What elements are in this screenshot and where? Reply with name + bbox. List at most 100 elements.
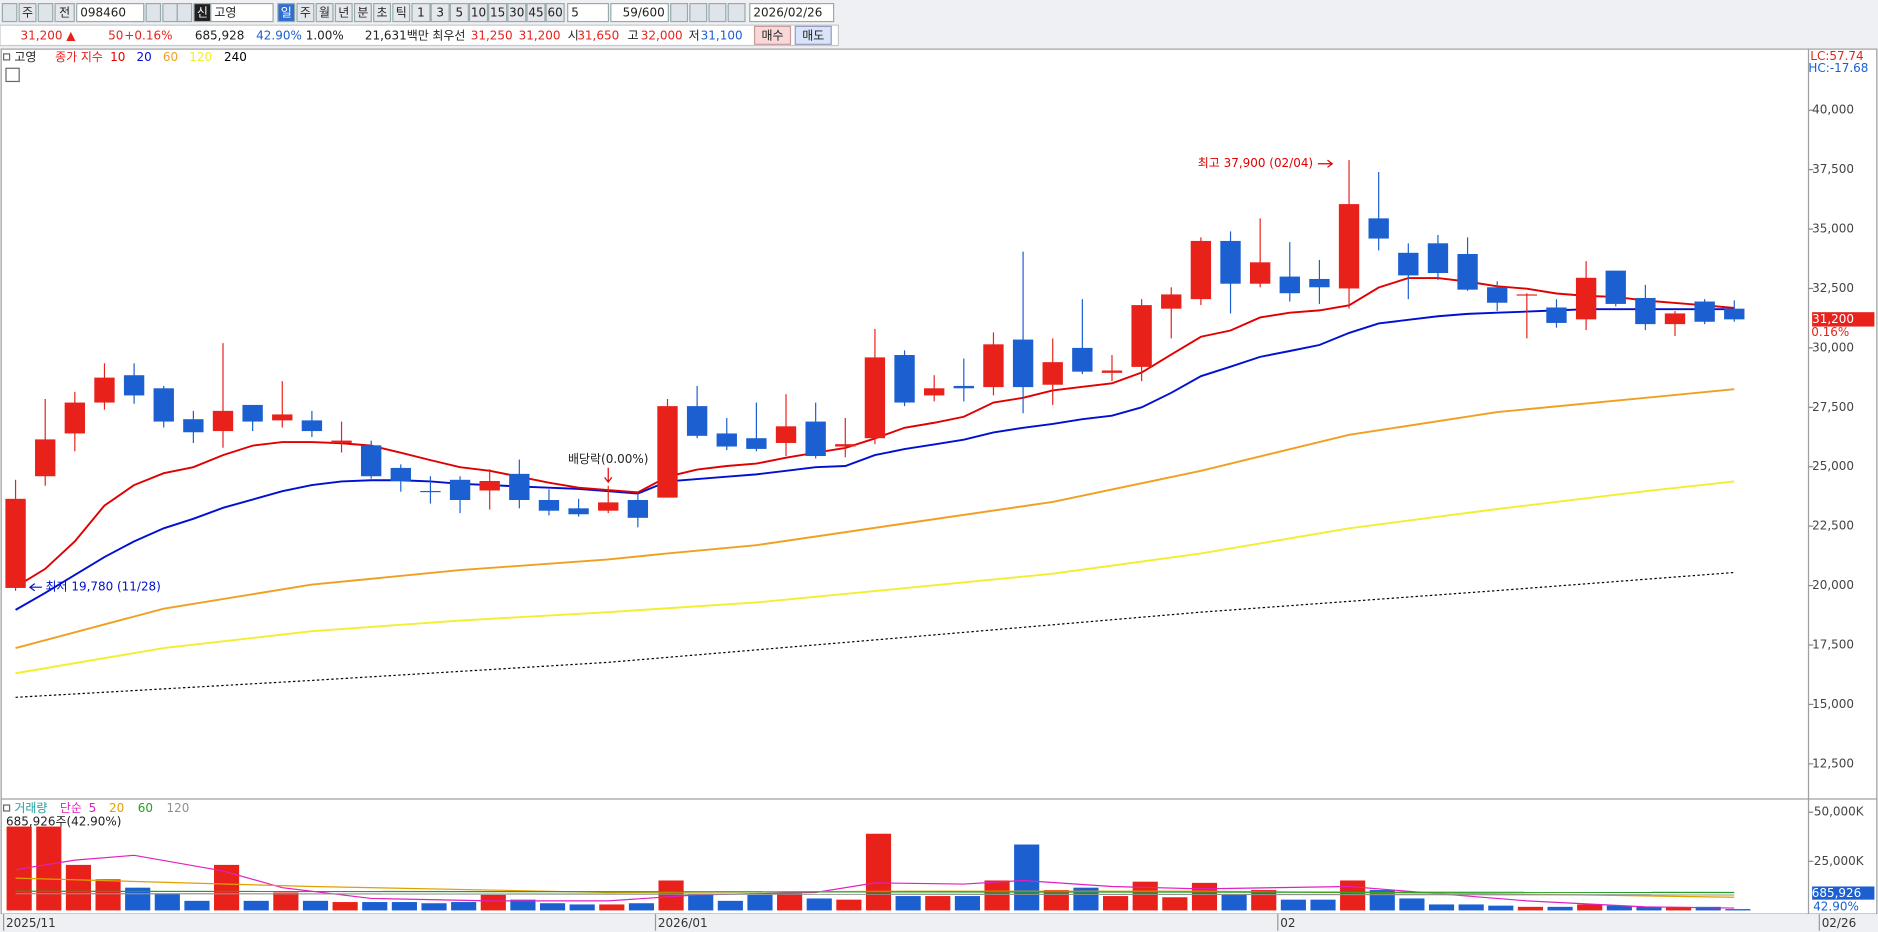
chart-title: 고영 xyxy=(14,50,36,64)
volume-ma-label: 단순 xyxy=(60,801,82,815)
volume-bar xyxy=(1636,906,1662,911)
candle-body xyxy=(1605,270,1626,304)
volume-summary: 685,926주(42.90%) xyxy=(6,814,121,828)
quote-text: 저 xyxy=(689,28,700,42)
toolbar-icon[interactable] xyxy=(1,2,18,23)
volume-bar xyxy=(1488,905,1514,911)
quote-text: 31,200 ▲ xyxy=(21,28,77,42)
toolbar-button[interactable] xyxy=(749,2,835,23)
toolbar-button[interactable] xyxy=(449,2,469,23)
toolbar-button[interactable] xyxy=(315,2,334,23)
toolbar-button[interactable] xyxy=(411,2,431,23)
x-tick-label: 02/26 xyxy=(1822,916,1856,930)
toolbar-icon[interactable] xyxy=(708,2,727,23)
volume-bar xyxy=(95,879,121,911)
toolbar-button[interactable] xyxy=(507,2,527,23)
volume-title: 거래량 xyxy=(14,801,47,815)
toolbar-text: 고영 xyxy=(214,6,236,20)
candle-body xyxy=(1279,276,1300,294)
toolbar-text: 틱 xyxy=(396,6,407,20)
ma-line xyxy=(15,571,1735,698)
toolbar-text: 년 xyxy=(338,6,349,20)
legend-entry: 20 xyxy=(137,50,152,64)
toolbar-button[interactable] xyxy=(567,2,610,23)
toolbar-icon[interactable] xyxy=(689,2,708,23)
candle-body xyxy=(1249,262,1271,284)
toolbar-text: 월 xyxy=(319,6,330,20)
icon xyxy=(5,67,20,83)
ma-line xyxy=(15,388,1735,650)
candle-body xyxy=(390,467,411,481)
quote-text: 21,631백만 xyxy=(365,28,429,42)
toolbar-button[interactable] xyxy=(610,2,669,23)
toolbar-button[interactable] xyxy=(545,2,565,23)
toolbar-button[interactable] xyxy=(277,2,296,23)
toolbar-button[interactable] xyxy=(296,2,315,23)
candle-body xyxy=(1190,240,1212,300)
toolbar-button[interactable] xyxy=(18,2,37,23)
lc-label: LC:57.74 xyxy=(1810,49,1863,63)
toolbar-button[interactable] xyxy=(54,2,75,23)
toolbar-button[interactable] xyxy=(392,2,411,23)
x-tick-label: 02 xyxy=(1280,916,1295,930)
toolbar-icon[interactable] xyxy=(176,2,193,23)
toolbar-button[interactable] xyxy=(353,2,372,23)
y-tick-label: 50,000K xyxy=(1814,805,1865,819)
toolbar-icon[interactable] xyxy=(37,2,54,23)
volume-bar xyxy=(1191,882,1218,911)
volume-bar xyxy=(1428,904,1455,911)
toolbar-icon[interactable] xyxy=(727,2,746,23)
toolbar-button[interactable] xyxy=(76,2,145,23)
candle-body xyxy=(1457,254,1478,290)
buy-button[interactable] xyxy=(753,25,792,45)
candle-body xyxy=(627,500,649,518)
volume-bar xyxy=(154,893,180,911)
last-volume: 685,926 xyxy=(1812,886,1861,900)
legend-entry: 60 xyxy=(163,50,178,64)
legend-entry: 120 xyxy=(166,801,189,815)
quote-text: 매수 xyxy=(762,28,784,42)
legend-entry: 60 xyxy=(138,801,153,815)
legend-entry: 20 xyxy=(109,801,124,815)
candle-body xyxy=(924,388,945,396)
quote-text: 최우선 xyxy=(432,28,465,42)
candle-body xyxy=(1546,307,1567,323)
toolbar-button[interactable] xyxy=(468,2,489,23)
candle-body xyxy=(864,357,886,439)
volume-bar xyxy=(865,833,892,911)
toolbar-button[interactable] xyxy=(526,2,546,23)
volume-bar xyxy=(777,893,803,911)
last-price-box xyxy=(1812,312,1875,327)
candle-body xyxy=(1635,297,1656,325)
toolbar-button[interactable] xyxy=(488,2,508,23)
candle-body xyxy=(1694,301,1715,322)
quote-text: +0.16% xyxy=(124,28,172,42)
volume-bar xyxy=(1162,897,1188,911)
volume-ma-line xyxy=(15,877,1735,898)
volume-bar xyxy=(1103,896,1129,911)
volume-bar xyxy=(1458,904,1484,911)
x-tick-label: 2026/01 xyxy=(658,916,708,930)
y-tick-label: 20,000 xyxy=(1812,578,1854,592)
annotation: 최고 37,900 (02/04) xyxy=(1198,156,1313,170)
candle-body xyxy=(953,385,975,389)
annotation-arrow xyxy=(1317,159,1334,168)
candle-body xyxy=(657,406,678,498)
toolbar-icon[interactable] xyxy=(670,2,689,23)
quote-text: 31,200 xyxy=(519,28,561,42)
quote-text: 31,100 xyxy=(701,28,743,42)
toolbar-button[interactable] xyxy=(210,2,274,23)
toolbar-icon[interactable] xyxy=(162,2,178,23)
last-volume-ratio: 42.90% xyxy=(1813,899,1859,913)
toolbar-button[interactable] xyxy=(373,2,392,23)
sell-button[interactable] xyxy=(794,25,832,45)
toolbar-button[interactable] xyxy=(430,2,450,23)
y-tick-label: 22,500 xyxy=(1812,519,1854,533)
toolbar-text: 59/600 xyxy=(623,6,665,20)
toolbar-icon[interactable] xyxy=(145,2,162,23)
candle-body xyxy=(1516,294,1538,296)
icon xyxy=(2,804,11,812)
volume-bar xyxy=(510,899,536,911)
candle-body xyxy=(1220,240,1241,284)
toolbar-button[interactable] xyxy=(334,2,353,23)
